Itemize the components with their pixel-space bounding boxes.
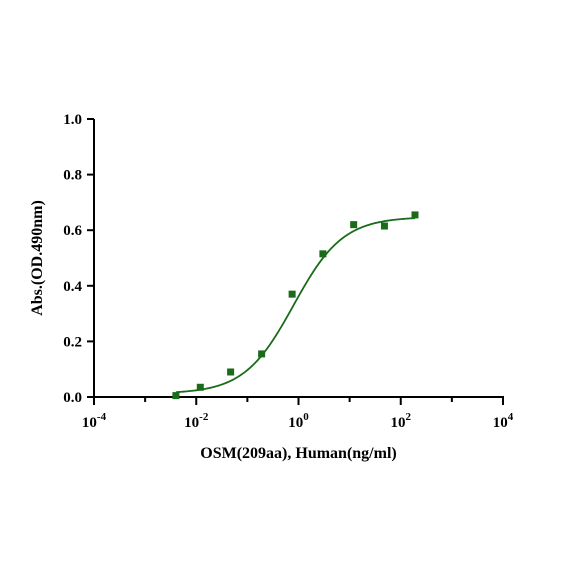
data-point (227, 368, 235, 376)
data-point (288, 290, 296, 298)
x-tick-label: 104 (493, 411, 514, 431)
data-point (319, 250, 327, 258)
data-point (258, 350, 266, 358)
fit-curve (175, 217, 416, 394)
y-tick-label: 0.8 (63, 168, 82, 184)
data-point (411, 211, 419, 219)
plot-area: 0.0 0.2 0.4 0.6 0.8 1.0 10-4 10-2 100 102 104 (63, 112, 514, 431)
y-axis-title: Abs.(OD.490nm) (29, 200, 46, 316)
x-axis-title: OSM(209aa), Human(ng/ml) (200, 445, 396, 462)
y-tick-label: 1.0 (63, 112, 82, 128)
data-point (196, 383, 204, 391)
y-tick-label: 0.0 (63, 390, 82, 406)
y-tick-label: 0.4 (63, 279, 82, 295)
data-point (380, 222, 388, 230)
x-tick-label: 10-2 (184, 411, 209, 431)
y-tick-label: 0.2 (63, 334, 82, 350)
x-tick-label: 102 (391, 411, 412, 431)
x-tick-label: 100 (288, 411, 309, 431)
y-tick-label: 0.6 (63, 223, 82, 239)
data-point (172, 392, 180, 400)
data-point (350, 221, 358, 229)
x-tick-label: 10-4 (82, 411, 107, 431)
